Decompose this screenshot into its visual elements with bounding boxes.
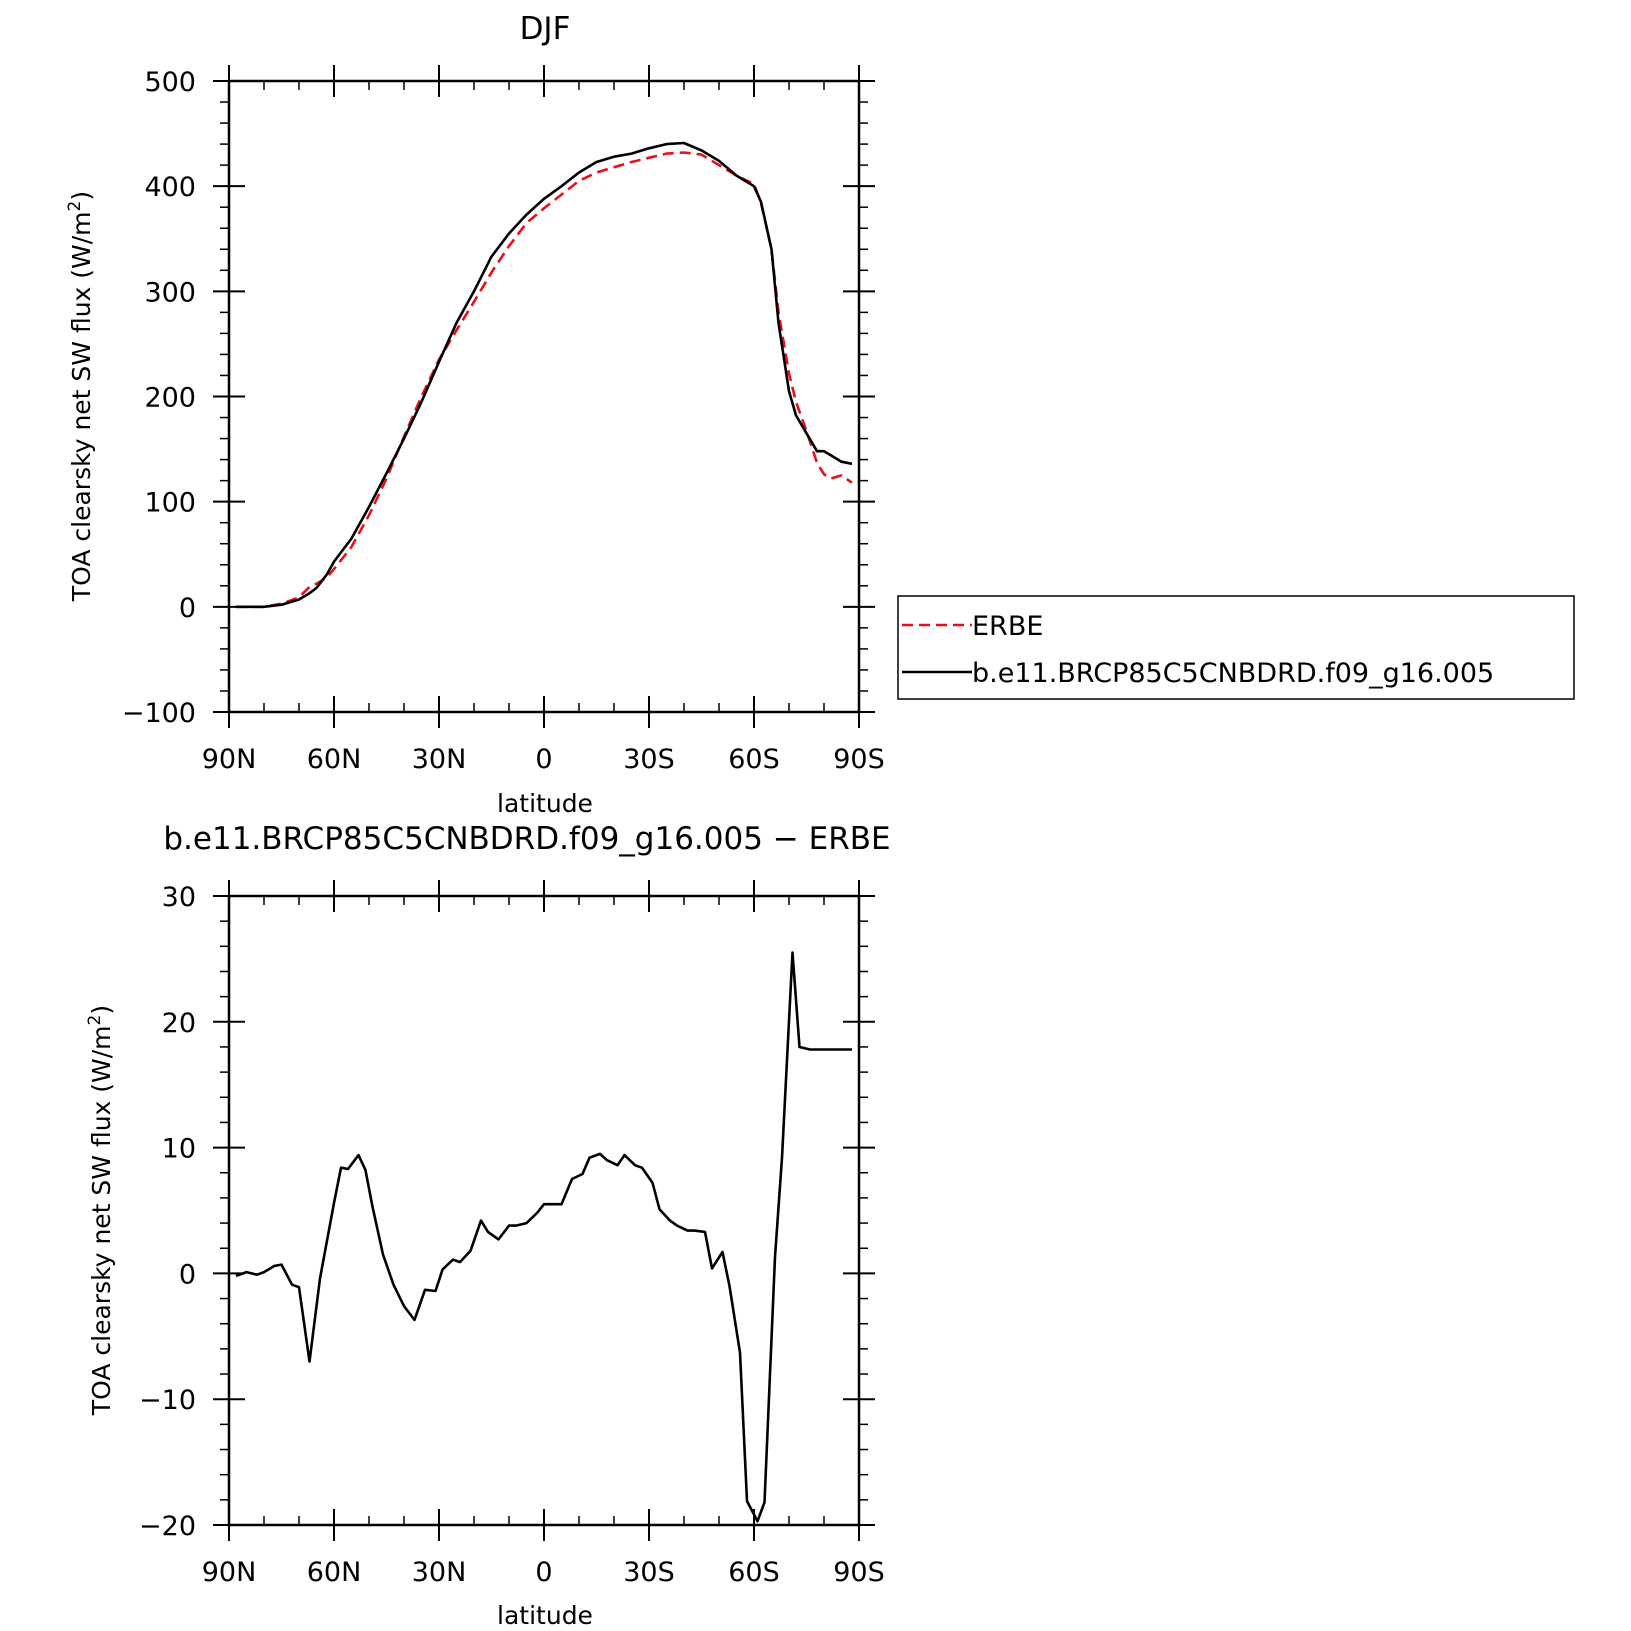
series-line-b-e11-brcp85c5cnbdrd-f09-g16-005: [236, 141, 853, 609]
x-tick-label: 0: [535, 1557, 552, 1588]
y-tick-label: −10: [139, 1385, 196, 1416]
panel-djf: DJF −100 0 100 200 300 400 500 90N 60N 30N 0 30S 60…: [65, 11, 1575, 818]
y-tick-label: −100: [122, 698, 196, 729]
x-axis-label: latitude: [497, 789, 593, 818]
y-tick-labels: −20 −10 0 10 20 30: [139, 882, 196, 1542]
x-tick-label: 30S: [623, 744, 675, 775]
y-tick-label: 300: [144, 277, 196, 308]
legend-box: [897, 595, 1575, 700]
x-tick-label: 90S: [833, 744, 885, 775]
x-tick-label: 30S: [623, 1557, 675, 1588]
plot-frame: [227, 79, 861, 714]
legend: ERBE b.e11.BRCP85C5CNBDRD.f09_g16.005: [897, 595, 1575, 700]
y-tick-label: 100: [144, 488, 196, 519]
y-axis-label-main: TOA clearsky net SW flux (W/m: [87, 1025, 116, 1416]
x-tick-labels: 90N 60N 30N 0 30S 60S 90S: [202, 744, 885, 775]
x-tick-label: 90N: [202, 744, 257, 775]
y-tick-label: 30: [162, 882, 196, 913]
y-axis-label-suffix: ): [87, 1005, 116, 1015]
chart-title: b.e11.BRCP85C5CNBDRD.f09_g16.005 − ERBE: [163, 821, 890, 857]
plot-frame: [227, 894, 861, 1527]
y-tick-label: 200: [144, 383, 196, 414]
y-tick-label: −20: [139, 1511, 196, 1542]
x-tick-label: 60N: [307, 1557, 362, 1588]
series-line-difference: [235, 951, 852, 1523]
x-tick-label: 0: [535, 744, 552, 775]
y-axis-label: TOA clearsky net SW flux (W/m2): [85, 1005, 116, 1416]
x-tick-label: 30N: [412, 744, 467, 775]
y-axis-label-main: TOA clearsky net SW flux (W/m: [67, 211, 96, 602]
y-axis-label-superscript: 2: [65, 201, 85, 212]
y-axis-label-suffix: ): [67, 191, 96, 201]
chart-title: DJF: [520, 11, 571, 47]
y-axis-label-superscript: 2: [85, 1015, 105, 1026]
x-tick-label: 60S: [728, 744, 780, 775]
y-tick-label: 500: [144, 67, 196, 98]
y-tick-label: 400: [144, 172, 196, 203]
y-tick-label: 0: [179, 1259, 196, 1290]
series-line-erbe: [236, 151, 853, 609]
x-tick-label: 90N: [202, 1557, 257, 1588]
panel-difference: b.e11.BRCP85C5CNBDRD.f09_g16.005 − ERBE …: [85, 821, 891, 1630]
series-lines: [235, 951, 852, 1523]
tick-marks: [213, 65, 875, 728]
legend-label-erbe: ERBE: [972, 611, 1043, 642]
y-tick-label: 0: [179, 593, 196, 624]
x-tick-label: 60N: [307, 744, 362, 775]
x-tick-labels: 90N 60N 30N 0 30S 60S 90S: [202, 1557, 885, 1588]
x-axis-label: latitude: [497, 1601, 593, 1630]
x-tick-label: 30N: [412, 1557, 467, 1588]
series-lines: [236, 141, 853, 609]
y-tick-label: 10: [162, 1134, 196, 1165]
y-axis-label: TOA clearsky net SW flux (W/m2): [65, 191, 96, 602]
legend-label-model: b.e11.BRCP85C5CNBDRD.f09_g16.005: [972, 658, 1494, 689]
x-tick-label: 90S: [833, 1557, 885, 1588]
y-tick-labels: −100 0 100 200 300 400 500: [122, 67, 196, 729]
y-tick-label: 20: [162, 1008, 196, 1039]
tick-marks: [213, 880, 875, 1541]
x-tick-label: 60S: [728, 1557, 780, 1588]
